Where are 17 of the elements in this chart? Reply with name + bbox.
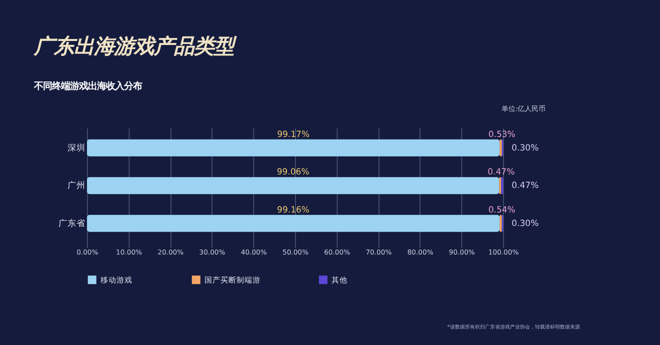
- data-label: 0.30%: [512, 143, 539, 154]
- legend-label: 国产买断制端游: [204, 275, 261, 284]
- legend-label: 移动游戏: [100, 275, 133, 284]
- chart-title: 广东出海游戏产品类型: [33, 34, 238, 58]
- data-label: 0.54%: [488, 205, 516, 216]
- data-label: 0.47%: [488, 168, 515, 178]
- y-tick-label: 广州: [68, 180, 86, 192]
- data-label: 99.06%: [276, 168, 310, 178]
- data-label: 0.30%: [512, 218, 539, 229]
- legend-label: 其他: [332, 275, 348, 284]
- data-label: 99.16%: [277, 205, 310, 216]
- data-label: 0.53%: [488, 130, 516, 140]
- y-tick-label: 广东省: [58, 218, 86, 229]
- data-label: 0.47%: [512, 181, 539, 192]
- y-tick-label: 深圳: [68, 142, 86, 154]
- chart-subtitle: 不同终端游戏出海收入分布: [33, 80, 142, 92]
- data-label: 99.17%: [277, 130, 310, 140]
